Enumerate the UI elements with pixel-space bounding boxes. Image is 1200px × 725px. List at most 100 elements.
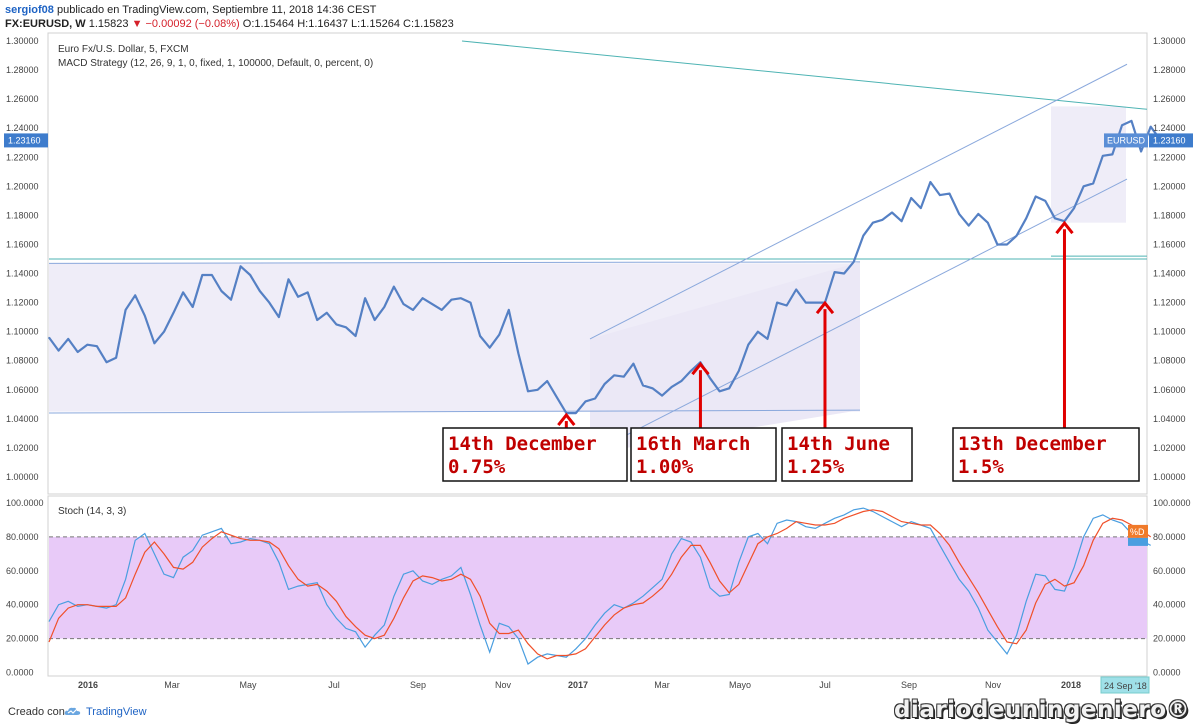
price-point xyxy=(910,197,912,199)
price-point xyxy=(201,274,203,276)
price-point xyxy=(958,213,960,215)
price-point xyxy=(335,323,337,325)
price-point xyxy=(96,345,98,347)
y-tick-right: 1.12000 xyxy=(1153,298,1186,308)
price-point xyxy=(1016,235,1018,237)
price-point xyxy=(259,290,261,292)
channel-box xyxy=(590,261,860,454)
rate-hike-box xyxy=(630,427,777,482)
rate-hike-rate: 1.00% xyxy=(636,456,694,478)
stoch-y-tick-right: 100.0000 xyxy=(1153,498,1191,508)
stoch-d-line xyxy=(48,509,1152,660)
y-tick-left: 1.04000 xyxy=(6,414,39,424)
price-point xyxy=(1044,200,1046,202)
price-point xyxy=(268,302,270,304)
price-point xyxy=(766,338,769,340)
y-tick-left: 1.16000 xyxy=(6,239,39,249)
price-point xyxy=(575,412,577,414)
rate-hike-arrowhead xyxy=(691,361,710,376)
y-tick-right: 1.24000 xyxy=(1153,123,1186,133)
x-tick-label: Nov xyxy=(495,680,512,690)
price-point xyxy=(651,387,654,389)
publish-line: sergiof08 publicado en TradingView.com, … xyxy=(5,4,376,16)
rate-hike-box xyxy=(442,427,628,482)
price-change: ▼ −0.00092 (−0.08%) xyxy=(131,18,240,30)
top-box xyxy=(1051,106,1126,223)
price-point xyxy=(1121,124,1123,126)
y-tick-right: 1.20000 xyxy=(1153,181,1186,191)
range-bottom-line xyxy=(48,409,861,414)
y-tick-left: 1.22000 xyxy=(6,152,39,162)
stoch-y-tick-left: 60.0000 xyxy=(6,566,39,576)
rate-hike-box xyxy=(952,427,1140,482)
rate-hike-date: 13th December xyxy=(958,433,1107,455)
price-point xyxy=(297,296,299,298)
y-tick-left: 1.20000 xyxy=(6,181,39,191)
price-point xyxy=(1150,126,1152,128)
price-point xyxy=(240,265,242,267)
rate-hike-date: 14th December xyxy=(448,433,597,455)
price-point xyxy=(1111,153,1113,155)
price-point xyxy=(105,361,108,363)
footer: Creado con TradingView xyxy=(0,699,1200,725)
price-point xyxy=(527,390,529,392)
price-point xyxy=(604,383,606,385)
stoch-d-label: %D xyxy=(1130,527,1145,537)
x-tick-label: Jul xyxy=(328,680,340,690)
price-layer xyxy=(48,40,1162,455)
price-point xyxy=(1073,207,1075,209)
price-point xyxy=(287,278,290,280)
channel-lower-line xyxy=(589,178,1128,455)
chart-title: Euro Fx/U.S. Dollar, 5, FXCM xyxy=(58,44,189,55)
rate-hike-arrowhead xyxy=(1055,220,1074,235)
price-point xyxy=(757,331,759,333)
stoch-k-badge xyxy=(1128,537,1148,546)
price-point xyxy=(1083,185,1085,187)
price-point xyxy=(144,315,146,317)
stoch-y-tick-right: 0.0000 xyxy=(1153,668,1181,678)
stoch-y-tick-right: 80.0000 xyxy=(1153,532,1186,542)
price-point xyxy=(172,312,175,314)
tradingview-link[interactable]: TradingView xyxy=(86,706,147,718)
price-point xyxy=(1130,120,1133,122)
price-point xyxy=(642,384,644,386)
price-point xyxy=(517,352,520,355)
price-point xyxy=(968,225,970,227)
price-point xyxy=(853,261,855,263)
y-tick-right: 1.26000 xyxy=(1153,94,1186,104)
price-point xyxy=(220,290,222,292)
y-tick-right: 1.08000 xyxy=(1153,356,1186,366)
price-point xyxy=(1054,217,1056,219)
x-tick-label: 2018 xyxy=(1061,680,1081,690)
price-point xyxy=(747,344,749,346)
y-tick-right: 1.18000 xyxy=(1153,210,1186,220)
price-point xyxy=(776,302,778,304)
price-point xyxy=(929,181,932,183)
rate-hike-rate: 1.5% xyxy=(958,456,1004,478)
y-tick-right: 1.06000 xyxy=(1153,385,1186,395)
price-point xyxy=(948,193,951,195)
rate-hike-box xyxy=(781,427,913,482)
price-point xyxy=(671,386,673,388)
stoch-y-tick-left: 20.0000 xyxy=(6,634,39,644)
price-point xyxy=(661,395,663,397)
price-point xyxy=(48,336,50,339)
stoch-y-tick-left: 0.0000 xyxy=(6,668,34,678)
strategy-legend: MACD Strategy (12, 26, 9, 1, 0, fixed, 1… xyxy=(58,58,373,69)
price-point xyxy=(192,306,194,308)
ohlc-values: O:1.15464 H:1.16437 L:1.15264 C:1.15823 xyxy=(242,18,454,30)
author-link[interactable]: sergiof08 xyxy=(5,4,54,16)
price-point xyxy=(1092,182,1094,184)
tradingview-cloud-icon xyxy=(64,707,81,715)
chart-canvas[interactable]: 1.30000 1.30000 1.28000 1.28000 1.26000 1.260… xyxy=(0,0,1200,700)
y-tick-left: 1.12000 xyxy=(6,298,39,308)
price-point xyxy=(546,380,548,382)
price-point xyxy=(795,288,797,291)
y-tick-left: 1.28000 xyxy=(6,65,39,75)
x-tick-label: Nov xyxy=(985,680,1002,690)
rate-hike-rate: 1.25% xyxy=(787,456,845,478)
stoch-band xyxy=(49,536,1147,639)
y-tick-left: 1.18000 xyxy=(6,210,39,220)
price-point xyxy=(556,396,558,398)
x-tick-label: 2017 xyxy=(568,680,588,690)
